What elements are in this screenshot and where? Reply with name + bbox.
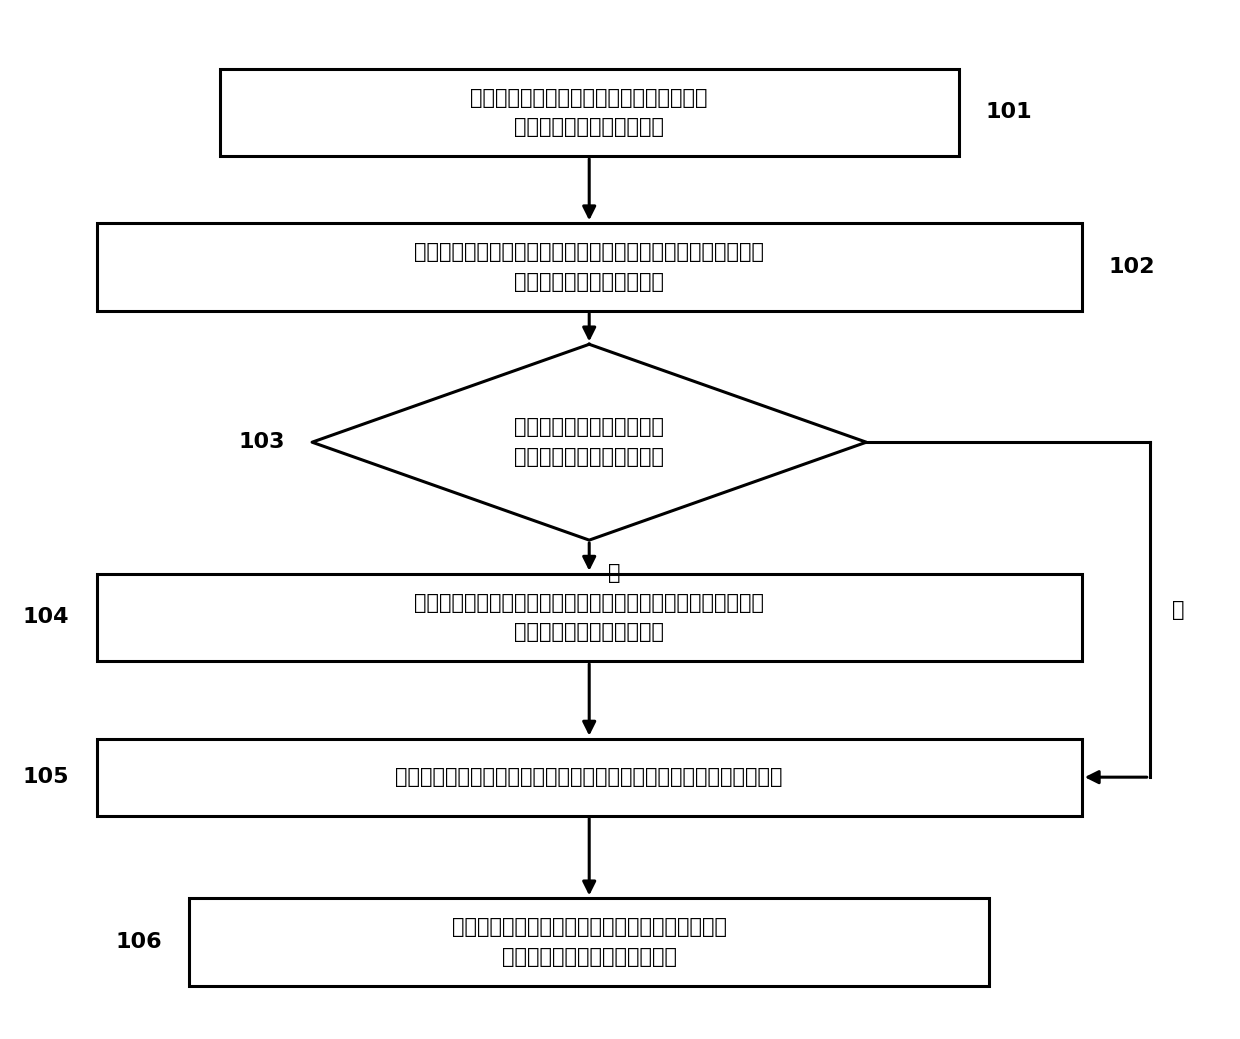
- Text: 105: 105: [24, 767, 69, 788]
- Polygon shape: [312, 344, 867, 540]
- FancyBboxPatch shape: [97, 574, 1081, 661]
- Text: 101: 101: [986, 103, 1033, 123]
- Text: 104: 104: [24, 608, 69, 628]
- Text: 基于格罗布斯准则找到第一或第二可疑计量误差集合中的可疑计量误差: 基于格罗布斯准则找到第一或第二可疑计量误差集合中的可疑计量误差: [396, 767, 782, 788]
- Text: 确定基于格罗布斯准则找到的可疑计量误差对应的
智能电能表为不合格智能电能表: 确定基于格罗布斯准则找到的可疑计量误差对应的 智能电能表为不合格智能电能表: [451, 917, 727, 967]
- FancyBboxPatch shape: [188, 899, 990, 986]
- Text: 第一可疑计量误差集合中的
数据的数量大于预设阈值？: 第一可疑计量误差集合中的 数据的数量大于预设阈值？: [515, 418, 665, 467]
- FancyBboxPatch shape: [219, 69, 959, 156]
- Text: 102: 102: [1109, 257, 1156, 277]
- Text: 是: 是: [608, 563, 620, 583]
- Text: 基于拉依达准则找到初步可信计量误差集合中的可疑计量误差，
组成第一可疑计量误差集合: 基于拉依达准则找到初步可信计量误差集合中的可疑计量误差， 组成第一可疑计量误差集…: [414, 242, 764, 292]
- Text: 103: 103: [238, 432, 285, 452]
- Text: 106: 106: [115, 932, 161, 952]
- Text: 否: 否: [1172, 600, 1184, 619]
- FancyBboxPatch shape: [97, 739, 1081, 816]
- Text: 基于计量检定规程剔除不合格智能电能表，
得到初步可信计量误差集合: 基于计量检定规程剔除不合格智能电能表， 得到初步可信计量误差集合: [470, 87, 708, 137]
- FancyBboxPatch shape: [97, 223, 1081, 311]
- Text: 基于肖维纳准则找到第一可疑计量误差集合中的可疑计量误差，
组成第二可疑计量误差集合: 基于肖维纳准则找到第一可疑计量误差集合中的可疑计量误差， 组成第二可疑计量误差集…: [414, 592, 764, 642]
